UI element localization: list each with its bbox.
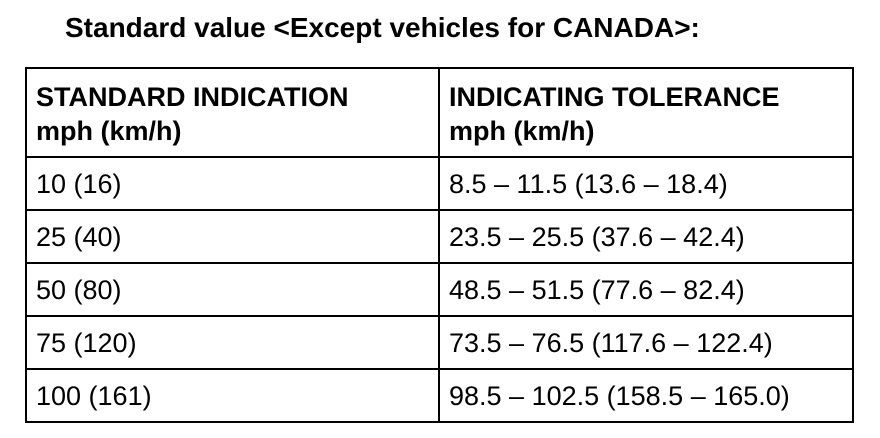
indicating-tolerance-cell: 8.5 – 11.5 (13.6 – 18.4): [438, 156, 854, 211]
indicating-tolerance-cell: 98.5 – 102.5 (158.5 – 165.0): [438, 368, 854, 423]
header-label: INDICATING TOLERANCE: [449, 81, 780, 112]
indicating-tolerance-cell: 23.5 – 25.5 (37.6 – 42.4): [438, 209, 854, 264]
table-row: 50 (80) 48.5 – 51.5 (77.6 – 82.4): [25, 262, 854, 317]
header-unit: mph (km/h): [36, 115, 182, 146]
header-unit: mph (km/h): [449, 115, 595, 146]
header-label: STANDARD INDICATION: [36, 81, 349, 112]
standard-indication-cell: 10 (16): [25, 156, 440, 211]
speedometer-standard-table: STANDARD INDICATION mph (km/h) INDICATIN…: [25, 67, 854, 423]
header-standard-indication: STANDARD INDICATION mph (km/h): [25, 67, 440, 158]
table-row: 25 (40) 23.5 – 25.5 (37.6 – 42.4): [25, 209, 854, 264]
page-title: Standard value <Except vehicles for CANA…: [65, 12, 700, 43]
standard-indication-cell: 75 (120): [25, 315, 440, 370]
standard-indication-cell: 100 (161): [25, 368, 440, 423]
header-indicating-tolerance: INDICATING TOLERANCE mph (km/h): [438, 67, 854, 158]
table-header-row: STANDARD INDICATION mph (km/h) INDICATIN…: [25, 67, 854, 158]
table-row: 75 (120) 73.5 – 76.5 (117.6 – 122.4): [25, 315, 854, 370]
table-row: 10 (16) 8.5 – 11.5 (13.6 – 18.4): [25, 156, 854, 211]
table-row: 100 (161) 98.5 – 102.5 (158.5 – 165.0): [25, 368, 854, 423]
standard-indication-cell: 25 (40): [25, 209, 440, 264]
standard-indication-cell: 50 (80): [25, 262, 440, 317]
indicating-tolerance-cell: 73.5 – 76.5 (117.6 – 122.4): [438, 315, 854, 370]
indicating-tolerance-cell: 48.5 – 51.5 (77.6 – 82.4): [438, 262, 854, 317]
